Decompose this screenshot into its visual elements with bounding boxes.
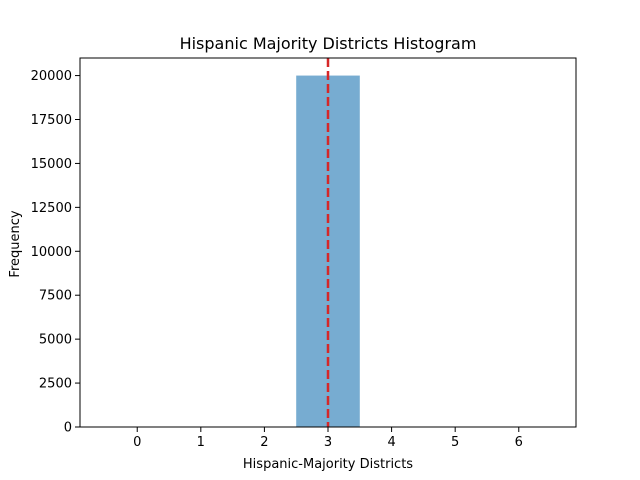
x-axis-label: Hispanic-Majority Districts [243, 457, 413, 472]
x-tick-label: 5 [451, 435, 459, 450]
bars-layer [296, 75, 360, 428]
x-tick-label: 6 [515, 435, 523, 450]
x-tick-label: 2 [260, 435, 268, 450]
x-axis-ticks: 0 1 2 3 4 5 6 [133, 427, 523, 450]
histogram-bar [296, 75, 360, 428]
y-axis-label: Frequency [8, 210, 23, 277]
x-tick-label: 0 [133, 435, 141, 450]
y-tick-label: 5000 [39, 333, 72, 348]
y-tick-label: 0 [64, 421, 72, 436]
x-tick-label: 3 [324, 435, 332, 450]
y-axis-ticks: 0 2500 5000 7500 10000 12500 15000 17500 20000 [31, 69, 80, 436]
y-tick-label: 12500 [31, 201, 72, 216]
y-tick-label: 2500 [39, 377, 72, 392]
y-tick-label: 7500 [39, 289, 72, 304]
x-tick-label: 4 [387, 435, 395, 450]
y-tick-label: 10000 [31, 245, 72, 260]
x-tick-label: 1 [197, 435, 205, 450]
y-tick-label: 15000 [31, 157, 72, 172]
y-tick-label: 20000 [31, 69, 72, 84]
y-tick-label: 17500 [31, 113, 72, 128]
chart-title: Hispanic Majority Districts Histogram [180, 34, 477, 53]
